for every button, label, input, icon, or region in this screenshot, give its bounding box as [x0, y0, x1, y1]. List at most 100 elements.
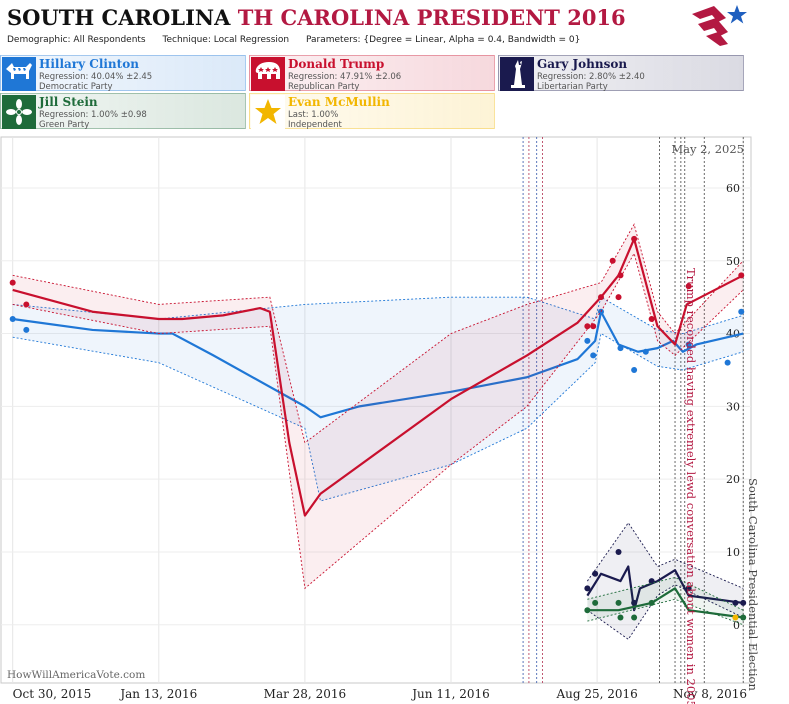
flower-icon	[2, 95, 36, 129]
x-tick-label: Aug 25, 2016	[555, 687, 637, 701]
candidate-party: Republican Party	[288, 82, 360, 92]
poll-point-evan-mcmullin	[732, 614, 739, 621]
title-race: TH CAROLINA PRESIDENT 2016	[237, 5, 626, 30]
poll-point-gary-johnson	[648, 578, 655, 585]
poll-point-gary-johnson	[685, 585, 692, 592]
poll-point-gary-johnson	[732, 599, 739, 606]
band-donald-trump	[12, 224, 744, 589]
poll-point-jill-stein	[584, 607, 591, 614]
poll-point-hillary-clinton	[23, 326, 30, 333]
candidate-name: Gary Johnson	[537, 57, 628, 71]
poll-point-jill-stein	[631, 614, 638, 621]
election-annotation: South Carolina Presidential Election	[746, 478, 760, 691]
candidate-card-hillary-clinton: Hillary Clinton Regression: 40.04% ±2.45 D…	[0, 55, 246, 92]
poll-point-gary-johnson	[631, 599, 638, 606]
poll-point-hillary-clinton	[738, 308, 745, 315]
elephant-icon	[251, 57, 285, 91]
technique-label: Technique: Local Regression	[162, 35, 290, 45]
poll-point-donald-trump	[598, 294, 604, 301]
poll-point-hillary-clinton	[631, 366, 638, 373]
trend-line-jill-stein	[587, 587, 744, 619]
candidate-regression: Regression: 40.04% ±2.45	[39, 72, 153, 82]
trend-line-gary-johnson	[586, 565, 744, 612]
band-gary-johnson	[587, 522, 744, 640]
poll-point-donald-trump	[615, 294, 622, 301]
candidate-name: Jill Stein	[39, 95, 98, 109]
poll-point-donald-trump	[685, 283, 692, 290]
y-tick-label: 20	[726, 473, 740, 486]
poll-point-gary-johnson	[740, 599, 747, 606]
y-tick-label: 50	[726, 255, 740, 268]
liberty-statue-icon	[500, 57, 534, 91]
upper-bound-hillary-clinton	[12, 296, 744, 335]
band-hillary-clinton	[12, 297, 744, 501]
poll-point-donald-trump	[738, 272, 745, 279]
poll-point-hillary-clinton	[642, 348, 649, 355]
candidate-card-jill-stein: Jill Stein Regression: 1.00% ±0.98 Green P…	[0, 93, 246, 130]
donkey-icon	[2, 57, 36, 91]
poll-point-gary-johnson	[592, 570, 599, 577]
plot-frame	[0, 136, 752, 684]
poll-point-jill-stein	[617, 614, 624, 621]
poll-point-hillary-clinton	[685, 341, 692, 348]
trend-line-donald-trump	[12, 237, 744, 517]
poll-point-donald-trump	[9, 279, 16, 286]
x-tick-label: Jan 13, 2016	[118, 687, 197, 701]
band-jill-stein	[587, 577, 744, 625]
candidate-card-gary-johnson: Gary Johnson Regression: 2.80% ±2.40 Liber…	[498, 55, 744, 92]
x-tick-label: Jun 11, 2016	[410, 687, 490, 701]
candidate-regression: Regression: 47.91% ±2.06	[288, 72, 402, 82]
title-state: SOUTH CAROLINA	[7, 5, 231, 30]
y-tick-label: 0	[733, 619, 740, 632]
demographic-label: Demographic: All Respondents	[7, 35, 146, 45]
page-title: SOUTH CAROLINA TH CAROLINA PRESIDENT 201…	[7, 5, 626, 30]
parameters-line: Demographic: All Respondents Technique: …	[7, 35, 594, 45]
poll-point-donald-trump	[617, 272, 624, 279]
poll-point-jill-stein	[740, 614, 747, 621]
candidate-card-donald-trump: Donald Trump Regression: 47.91% ±2.06 Repu…	[249, 55, 495, 92]
poll-point-donald-trump	[609, 257, 616, 264]
watermark: HowWillAmericaVote.com	[7, 669, 145, 681]
parameters-label: Parameters: {Degree = Linear, Alpha = 0.…	[306, 35, 581, 45]
candidate-party: Independent	[288, 120, 342, 130]
poll-point-hillary-clinton	[590, 352, 597, 359]
candidate-name: Hillary Clinton	[39, 57, 139, 71]
poll-point-hillary-clinton	[617, 345, 624, 352]
y-tick-label: 10	[726, 546, 740, 559]
poll-point-gary-johnson	[584, 585, 591, 592]
poll-point-jill-stein	[648, 599, 655, 606]
page-header: SOUTH CAROLINA TH CAROLINA PRESIDENT 201…	[0, 0, 752, 52]
date-stamp: May 2, 2025	[671, 142, 744, 156]
poll-point-donald-trump	[23, 301, 30, 308]
candidate-regression: Last: 1.00%	[288, 110, 339, 120]
candidate-name: Evan McMullin	[288, 95, 390, 109]
upper-bound-jill-stein	[587, 576, 744, 611]
poll-point-donald-trump	[631, 235, 638, 242]
trend-line-hillary-clinton	[12, 310, 744, 419]
x-tick-label: Nov 8, 2016	[673, 687, 747, 701]
poll-point-hillary-clinton	[724, 359, 731, 366]
poll-point-hillary-clinton	[9, 316, 16, 322]
site-logo-icon	[692, 5, 747, 46]
candidate-regression: Regression: 1.00% ±0.98	[39, 110, 147, 120]
lower-bound-donald-trump	[12, 252, 744, 590]
x-tick-label: Oct 30, 2015	[13, 687, 92, 701]
star-icon	[251, 95, 285, 129]
poll-point-donald-trump	[590, 323, 597, 330]
event-annotation: Trump recorded having extremely lewd con…	[684, 268, 698, 704]
y-tick-label: 60	[726, 182, 740, 195]
candidate-party: Green Party	[39, 120, 90, 130]
y-tick-label: 30	[726, 400, 740, 413]
x-tick-label: Mar 28, 2016	[264, 687, 346, 701]
poll-point-donald-trump	[584, 323, 591, 330]
poll-point-donald-trump	[648, 316, 655, 322]
poll-point-jill-stein	[592, 599, 599, 606]
candidate-party: Democratic Party	[39, 82, 113, 92]
upper-bound-donald-trump	[12, 223, 744, 444]
poll-point-gary-johnson	[615, 548, 622, 555]
lower-bound-hillary-clinton	[12, 332, 744, 502]
poll-point-hillary-clinton	[584, 337, 591, 344]
candidate-party: Libertarian Party	[537, 82, 608, 92]
lower-bound-gary-johnson	[587, 584, 744, 640]
